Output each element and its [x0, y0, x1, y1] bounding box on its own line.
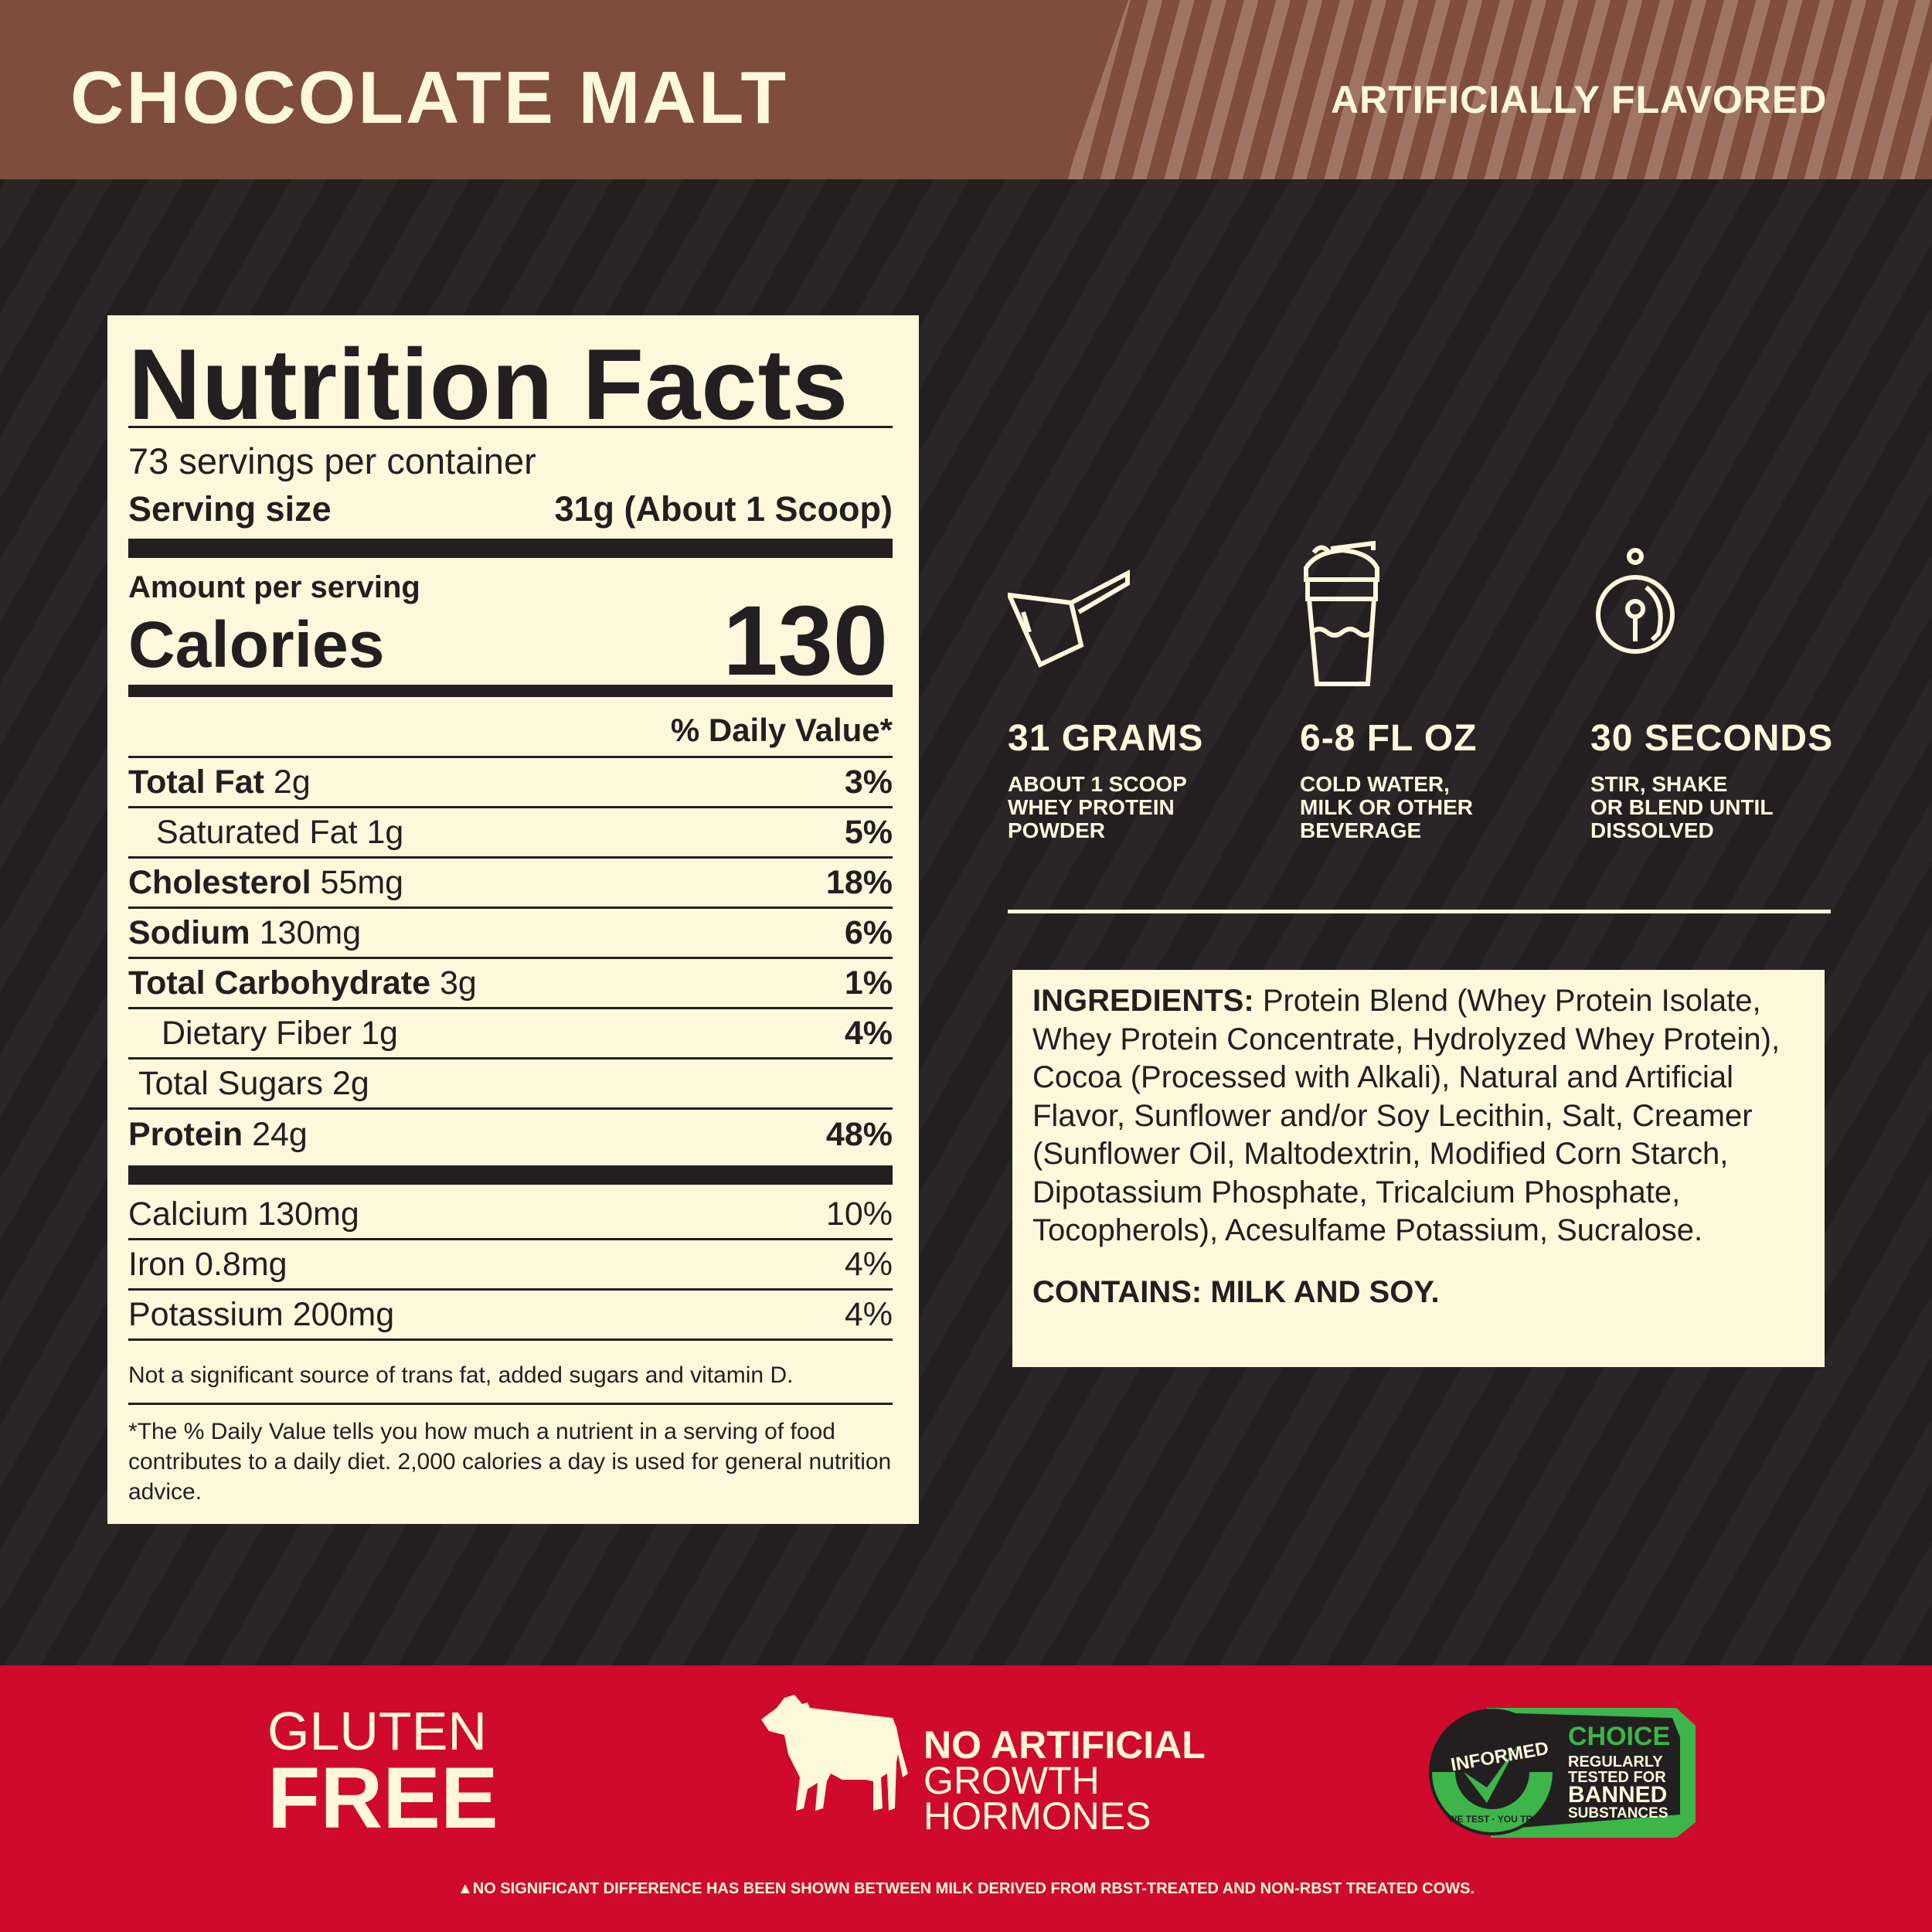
nutrient-row: Protein 24g 48% [128, 1110, 893, 1160]
cow-icon [761, 1695, 908, 1811]
informed-tagline: WE TEST · YOU TRUST [1448, 1814, 1552, 1825]
nutrient-name: Sodium [128, 913, 250, 951]
nutrient-daily-value: 3% [844, 763, 893, 801]
rbst-footnote: ▲NO SIGNIFICANT DIFFERENCE HAS BEEN SHOW… [457, 1880, 1475, 1897]
thick-divider [128, 539, 893, 558]
step-shaker: 6-8 FL OZ COLD WATER, MILK OR OTHER BEVERA… [1300, 540, 1476, 842]
divider [128, 426, 893, 428]
nutrient-row: Total Fat 2g 3% [128, 758, 893, 808]
nutrient-name: Cholesterol [128, 863, 311, 901]
nutrient-daily-value: 6% [844, 913, 893, 951]
nutrient-row: Saturated Fat 1g 5% [128, 808, 893, 859]
flavor-header: CHOCOLATE MALT ARTIFICIALLY FLAVORED [0, 0, 1932, 179]
mineral-name: Iron 0.8mg [128, 1245, 287, 1283]
nutrient-daily-value: 48% [825, 1116, 893, 1153]
nutrient-amount: 2g [332, 1064, 369, 1102]
ingredients-list: Protein Blend (Whey Protein Isolate, Whe… [1032, 984, 1781, 1247]
nutrient-daily-value: 18% [825, 863, 893, 901]
nutrient-amount: 2g [273, 763, 311, 801]
flavor-name: CHOCOLATE MALT [70, 56, 788, 139]
nutrient-name: Saturated Fat [156, 813, 358, 851]
no-hormones-badge: NO ARTIFICIAL GROWTH HORMONES [923, 1723, 1206, 1838]
servings-per-container: 73 servings per container [128, 440, 536, 481]
svg-text:REGULARLY: REGULARLY [1568, 1753, 1663, 1770]
daily-value-footnote: *The % Daily Value tells you how much a … [128, 1419, 892, 1505]
badge-band: GLUTEN FREE NO ARTIFICIAL GROWTH HORMONE… [0, 1665, 1932, 1932]
nutrition-title: Nutrition Facts [128, 328, 849, 440]
nutrient-daily-value: 1% [844, 964, 893, 1002]
step-timer: 30 SECONDS STIR, SHAKE OR BLEND UNTIL DISS… [1590, 541, 1832, 842]
mineral-row: Potassium 200mg 4% [128, 1291, 893, 1341]
calories-label: Calories [128, 608, 385, 681]
nutrient-amount: 24g [252, 1116, 308, 1153]
mineral-daily-value: 4% [844, 1245, 893, 1283]
informed-choice-logo: INFORMED WE TEST · YOU TRUST CHOICE REGU… [1429, 1708, 1696, 1838]
step-title: 31 GRAMS [1008, 718, 1204, 759]
divider [128, 756, 893, 758]
serving-size: Serving size 31g (About 1 Scoop) [128, 489, 893, 529]
nutrient-row: Sodium 130mg 6% [128, 909, 893, 959]
nutrient-row: Total Carbohydrate 3g 1% [128, 959, 893, 1009]
serving-size-label: Serving size [128, 489, 332, 529]
divider [128, 1403, 893, 1405]
step-description: ABOUT 1 SCOOP WHEY PROTEIN POWDER [1008, 772, 1187, 842]
thick-divider [128, 1165, 893, 1185]
mineral-daily-value: 4% [844, 1295, 893, 1333]
nutrient-daily-value: 5% [844, 813, 893, 851]
serving-size-value: 31g (About 1 Scoop) [554, 489, 893, 529]
nutrient-amount: 130mg [259, 913, 362, 951]
step-description: COLD WATER, MILK OR OTHER BEVERAGE [1300, 772, 1473, 842]
nutrition-facts-panel: Nutrition Facts 73 servings per containe… [107, 315, 919, 1524]
nutrient-name: Dietary Fiber [162, 1014, 352, 1052]
step-description: STIR, SHAKE OR BLEND UNTIL DISSOLVED [1590, 772, 1774, 842]
choice-text: CHOICE [1568, 1722, 1670, 1751]
nutrient-row: Dietary Fiber 1g 4% [128, 1009, 893, 1060]
gluten-free-badge: GLUTEN FREE [267, 1701, 498, 1846]
nutrient-daily-value: 4% [844, 1014, 893, 1052]
flavor-type: ARTIFICIALLY FLAVORED [1331, 78, 1828, 121]
mineral-row: Calcium 130mg 10% [128, 1190, 893, 1240]
step-scoop: 31 GRAMS ABOUT 1 SCOOP WHEY PROTEIN POWDER [1005, 541, 1202, 842]
daily-value-header: % Daily Value* [670, 712, 893, 748]
svg-text:BANNED: BANNED [1568, 1782, 1667, 1808]
mineral-row: Iron 0.8mg 4% [128, 1240, 893, 1291]
shaker-icon [1304, 540, 1379, 686]
ingredients-label: INGREDIENTS: [1032, 984, 1254, 1018]
stopwatch-icon [1596, 548, 1675, 654]
svg-text:TESTED FOR: TESTED FOR [1568, 1769, 1666, 1786]
nutrient-row: Cholesterol 55mg 18% [128, 859, 893, 909]
nutrient-name: Total Carbohydrate [128, 964, 431, 1002]
calories-value: 130 [723, 586, 888, 696]
scoop-icon [1005, 570, 1130, 668]
nutrient-amount: 1g [366, 813, 404, 851]
step-title: 30 SECONDS [1590, 718, 1834, 759]
nutrient-name: Total Sugars [138, 1064, 324, 1102]
trans-fat-note: Not a significant source of trans fat, a… [128, 1362, 794, 1388]
mineral-daily-value: 10% [825, 1195, 893, 1233]
ingredients-text: INGREDIENTS: Protein Blend (Whey Protein… [1032, 982, 1804, 1250]
amount-per-serving: Amount per serving [128, 570, 420, 604]
medium-divider [128, 685, 893, 697]
mineral-name: Calcium 130mg [128, 1195, 359, 1233]
nutrient-amount: 1g [361, 1014, 398, 1052]
nutrient-amount: 3g [439, 964, 477, 1002]
nutrient-name: Protein [128, 1116, 243, 1153]
mineral-name: Potassium 200mg [128, 1295, 395, 1333]
svg-text:SUBSTANCES: SUBSTANCES [1568, 1805, 1668, 1821]
nutrient-row: Total Sugars 2g [128, 1060, 893, 1110]
step-title: 6-8 FL OZ [1300, 718, 1478, 759]
stripe-pattern [1066, 0, 1932, 179]
ingredients-box: INGREDIENTS: Protein Blend (Whey Protein… [1012, 970, 1825, 1367]
nutrient-name: Total Fat [128, 763, 264, 801]
allergen-statement: CONTAINS: MILK AND SOY. [1032, 1274, 1440, 1309]
divider [1008, 910, 1831, 913]
nutrient-amount: 55mg [320, 863, 404, 901]
